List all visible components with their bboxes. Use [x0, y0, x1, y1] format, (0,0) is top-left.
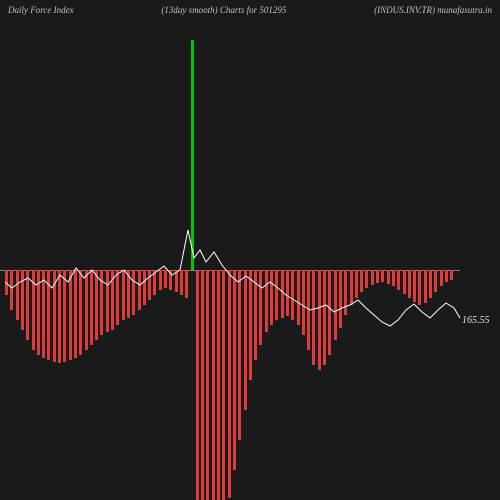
price-overlay [0, 20, 500, 500]
chart-header: Daily Force Index (13day smooth) Charts … [0, 0, 500, 20]
header-right: (INDUS.INV.TR) munafasutra.in [374, 5, 492, 15]
price-line [5, 230, 460, 326]
header-center: (13day smooth) Charts for 501295 [161, 5, 286, 15]
price-value-label: 165.55 [462, 315, 490, 326]
force-index-chart: 165.55 [0, 20, 500, 500]
header-left: Daily Force Index [8, 5, 74, 15]
